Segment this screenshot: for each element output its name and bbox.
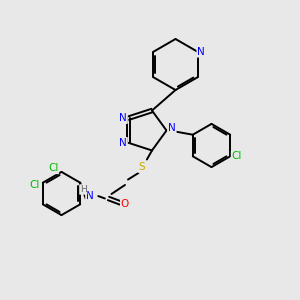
Text: O: O (121, 200, 129, 209)
Text: N: N (168, 123, 176, 133)
Text: S: S (138, 162, 145, 172)
Text: N: N (119, 138, 127, 148)
Text: Cl: Cl (48, 163, 58, 173)
Text: N: N (197, 47, 205, 57)
Text: Cl: Cl (29, 180, 40, 190)
Text: Cl: Cl (232, 151, 242, 161)
Text: N: N (119, 113, 127, 123)
Text: H: H (80, 185, 87, 194)
Text: N: N (86, 191, 94, 201)
